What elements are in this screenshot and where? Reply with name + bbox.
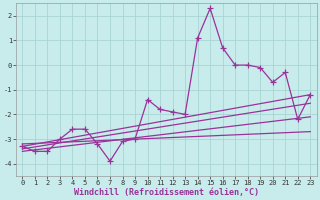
X-axis label: Windchill (Refroidissement éolien,°C): Windchill (Refroidissement éolien,°C) [74, 188, 259, 197]
